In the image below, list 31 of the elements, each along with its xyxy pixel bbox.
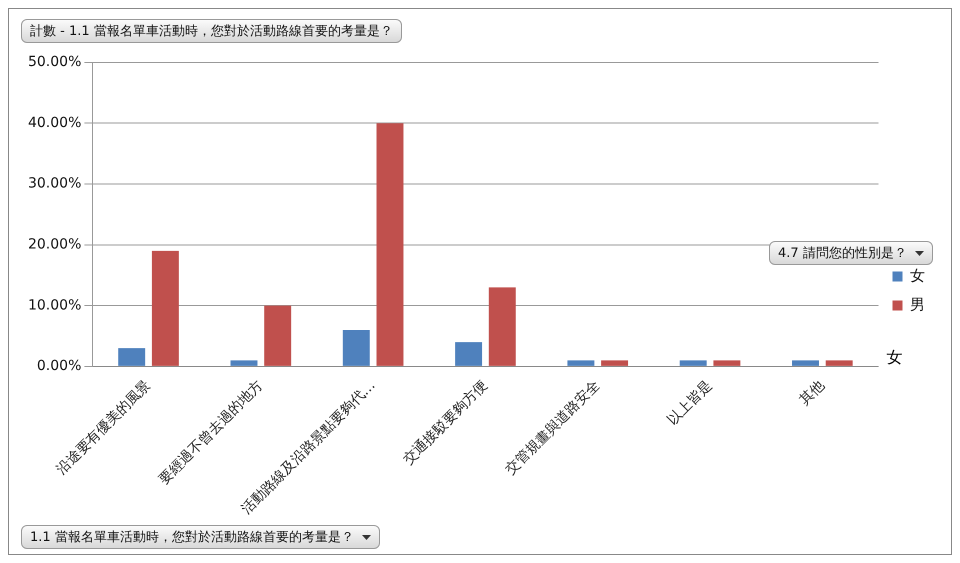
y-tick-label: 20.00% [28, 236, 82, 252]
y-tick-label: 50.00% [28, 54, 82, 70]
x-tick-label: 沿途要有優美的風景 [54, 377, 154, 478]
chart-title: 計數 - 1.1 當報名單車活動時，您對於活動路線首要的考量是？ [30, 23, 393, 40]
x-tick-label: 以上皆是 [664, 377, 716, 428]
y-tick-label: 0.00% [36, 358, 82, 374]
bar [264, 306, 292, 366]
bar [118, 348, 146, 366]
legend-label: 男 [910, 295, 925, 314]
bar [680, 360, 707, 366]
y-tick-label: 40.00% [28, 114, 82, 131]
bar [488, 287, 516, 366]
bar [455, 342, 482, 366]
bar [567, 360, 594, 366]
bar [826, 360, 853, 366]
bar [342, 330, 370, 366]
x-axis-title: 1.1 當報名單車活動時，您對於活動路線首要的考量是？ [30, 529, 354, 546]
bar [601, 360, 628, 366]
legend-title: 4.7 請問您的性別是？ [778, 245, 907, 262]
x-tick-label: 交通接駁要夠方便 [400, 377, 491, 468]
bar [230, 360, 258, 366]
text: 女 [886, 348, 902, 367]
x-tick-label: 交管規畫與道路安全 [502, 377, 604, 478]
y-tick-label: 10.00% [28, 297, 82, 314]
bar [376, 123, 404, 366]
bar [152, 250, 179, 366]
legend-label: 女 [910, 266, 925, 284]
bar [792, 360, 819, 366]
bar [713, 360, 740, 366]
x-tick-label: 其他 [796, 377, 828, 409]
y-tick-label: 30.00% [28, 176, 82, 192]
